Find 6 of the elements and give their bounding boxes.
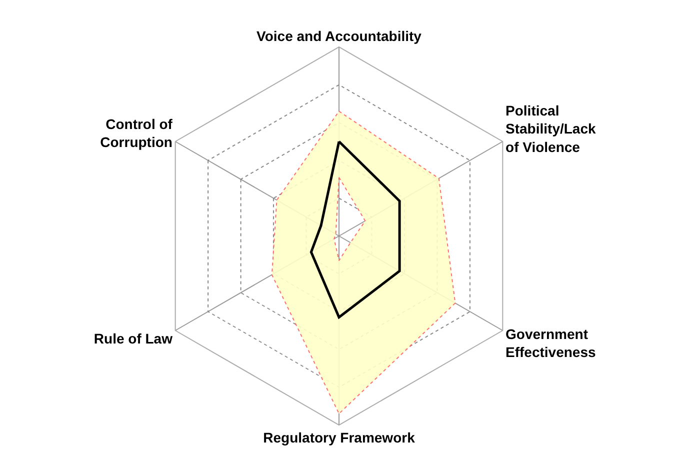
spoke-label: Voice and Accountability: [256, 28, 422, 44]
spoke-label: Rule of Law: [94, 330, 173, 346]
spoke-label: Control of Corruption: [100, 116, 173, 150]
spoke-label: Regulatory Framework: [263, 429, 416, 446]
spoke-label: Government Effectiveness: [506, 326, 596, 360]
spoke-label: Political Stability/Lack of Violence: [506, 102, 596, 155]
